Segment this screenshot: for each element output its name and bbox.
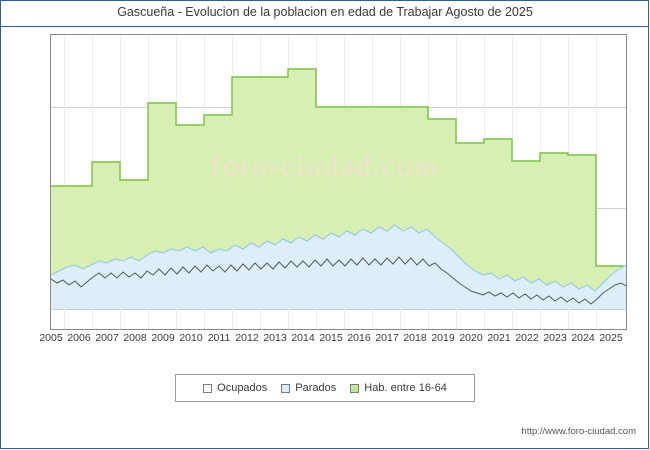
x-tick-2005: 2005 <box>39 332 63 344</box>
legend-label-hab-16-64: Hab. entre 16-64 <box>364 382 447 394</box>
title-divider <box>1 26 648 27</box>
legend-item-hab-16-64: Hab. entre 16-64 <box>350 382 447 394</box>
x-tick-2008: 2008 <box>123 332 147 344</box>
x-tick-2012: 2012 <box>235 332 259 344</box>
x-tick-2006: 2006 <box>67 332 91 344</box>
x-tick-2016: 2016 <box>347 332 371 344</box>
x-tick-2025: 2025 <box>599 332 623 344</box>
legend-swatch-hab-16-64 <box>350 383 360 393</box>
legend-item-parados: Parados <box>281 382 336 394</box>
x-tick-2014: 2014 <box>291 332 315 344</box>
x-tick-2011: 2011 <box>207 332 231 344</box>
plot-canvas <box>50 34 627 330</box>
x-tick-2021: 2021 <box>487 332 511 344</box>
x-tick-2017: 2017 <box>375 332 399 344</box>
chart-legend: Ocupados Parados Hab. entre 16-64 <box>175 374 475 402</box>
x-tick-2015: 2015 <box>319 332 343 344</box>
x-tick-2019: 2019 <box>431 332 455 344</box>
legend-item-ocupados: Ocupados <box>203 382 267 394</box>
x-tick-2022: 2022 <box>515 332 539 344</box>
legend-swatch-parados <box>281 383 291 393</box>
series-parados-area <box>51 225 626 309</box>
source-url: http://www.foro-ciudad.com <box>521 426 636 437</box>
page-title: Gascueña - Evolucion de la poblacion en … <box>117 5 533 19</box>
series-hab-16-64-area <box>51 69 626 309</box>
series-hab-16-64-line <box>51 68 626 267</box>
series-parados-line <box>51 224 626 292</box>
x-tick-2023: 2023 <box>543 332 567 344</box>
x-tick-2020: 2020 <box>459 332 483 344</box>
legend-label-parados: Parados <box>295 382 337 394</box>
x-axis-labels: 2005 2006 2007 2008 2009 2010 2011 2012 … <box>0 332 650 348</box>
chart-svg <box>51 35 626 329</box>
x-tick-2024: 2024 <box>571 332 595 344</box>
legend-label-ocupados: Ocupados <box>217 382 268 394</box>
legend-swatch-ocupados <box>203 383 213 393</box>
x-tick-2013: 2013 <box>263 332 287 344</box>
x-tick-2018: 2018 <box>403 332 427 344</box>
x-tick-2007: 2007 <box>95 332 119 344</box>
series-ocupados-line <box>51 256 626 305</box>
x-tick-2009: 2009 <box>151 332 175 344</box>
x-tick-2010: 2010 <box>179 332 203 344</box>
chart-plot-area: 0 50 100 <box>50 34 627 330</box>
